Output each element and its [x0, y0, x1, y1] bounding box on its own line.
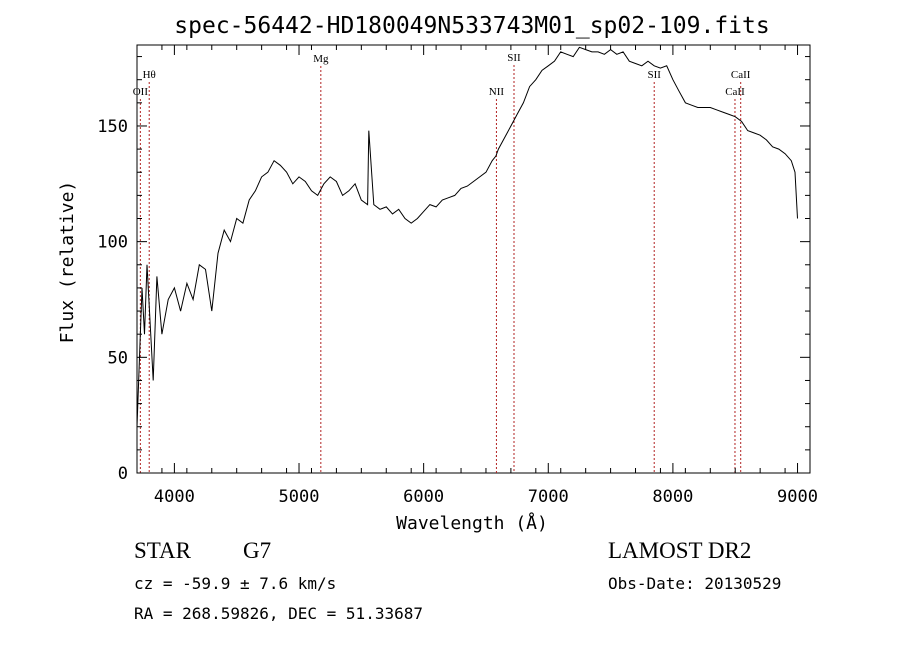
survey-label: LAMOST DR2: [608, 538, 752, 563]
x-axis-ticks: 4000 5000 6000 7000 8000 9000: [136, 45, 818, 507]
x-tick-label: 9000: [777, 487, 818, 507]
y-tick-label: 0: [118, 464, 128, 484]
object-subclass: G7: [243, 538, 272, 563]
line-marker-label: Mg: [313, 53, 329, 65]
spectrum-line: [136, 46, 798, 427]
x-tick-label: 7000: [528, 487, 569, 507]
line-marker-label: SII: [647, 69, 661, 81]
line-marker-labels: Hθ OII Mg SII NII SII CaII CaII: [133, 52, 751, 98]
line-markers: [139, 65, 742, 473]
line-marker-label: OII: [133, 86, 149, 98]
x-tick-label: 8000: [652, 487, 693, 507]
chart-title: spec-56442-HD180049N533743M01_sp02-109.f…: [174, 13, 769, 39]
y-axis-ticks: 0 50 100 150: [97, 56, 810, 484]
y-tick-label: 50: [108, 348, 128, 368]
y-tick-label: 100: [97, 233, 128, 253]
line-marker-label: SII: [507, 52, 521, 64]
line-marker-label: CaII: [725, 86, 745, 98]
line-marker-label: NII: [489, 86, 505, 98]
x-tick-label: 6000: [403, 487, 444, 507]
redshift-readout: cz = -59.9 ± 7.6 km/s: [134, 574, 337, 593]
line-marker-label: CaII: [731, 69, 751, 81]
y-axis-label: Flux (relative): [57, 181, 78, 344]
line-marker-label: Hθ: [143, 69, 156, 81]
y-tick-label: 150: [97, 117, 128, 137]
object-class: STAR: [134, 538, 191, 563]
x-tick-label: 4000: [154, 487, 195, 507]
plot-frame: [136, 44, 811, 474]
coordinates-readout: RA = 268.59826, DEC = 51.33687: [134, 604, 423, 623]
x-axis-label: Wavelength (Å): [396, 512, 548, 534]
observation-date: Obs-Date: 20130529: [608, 574, 782, 593]
x-tick-label: 5000: [279, 487, 320, 507]
